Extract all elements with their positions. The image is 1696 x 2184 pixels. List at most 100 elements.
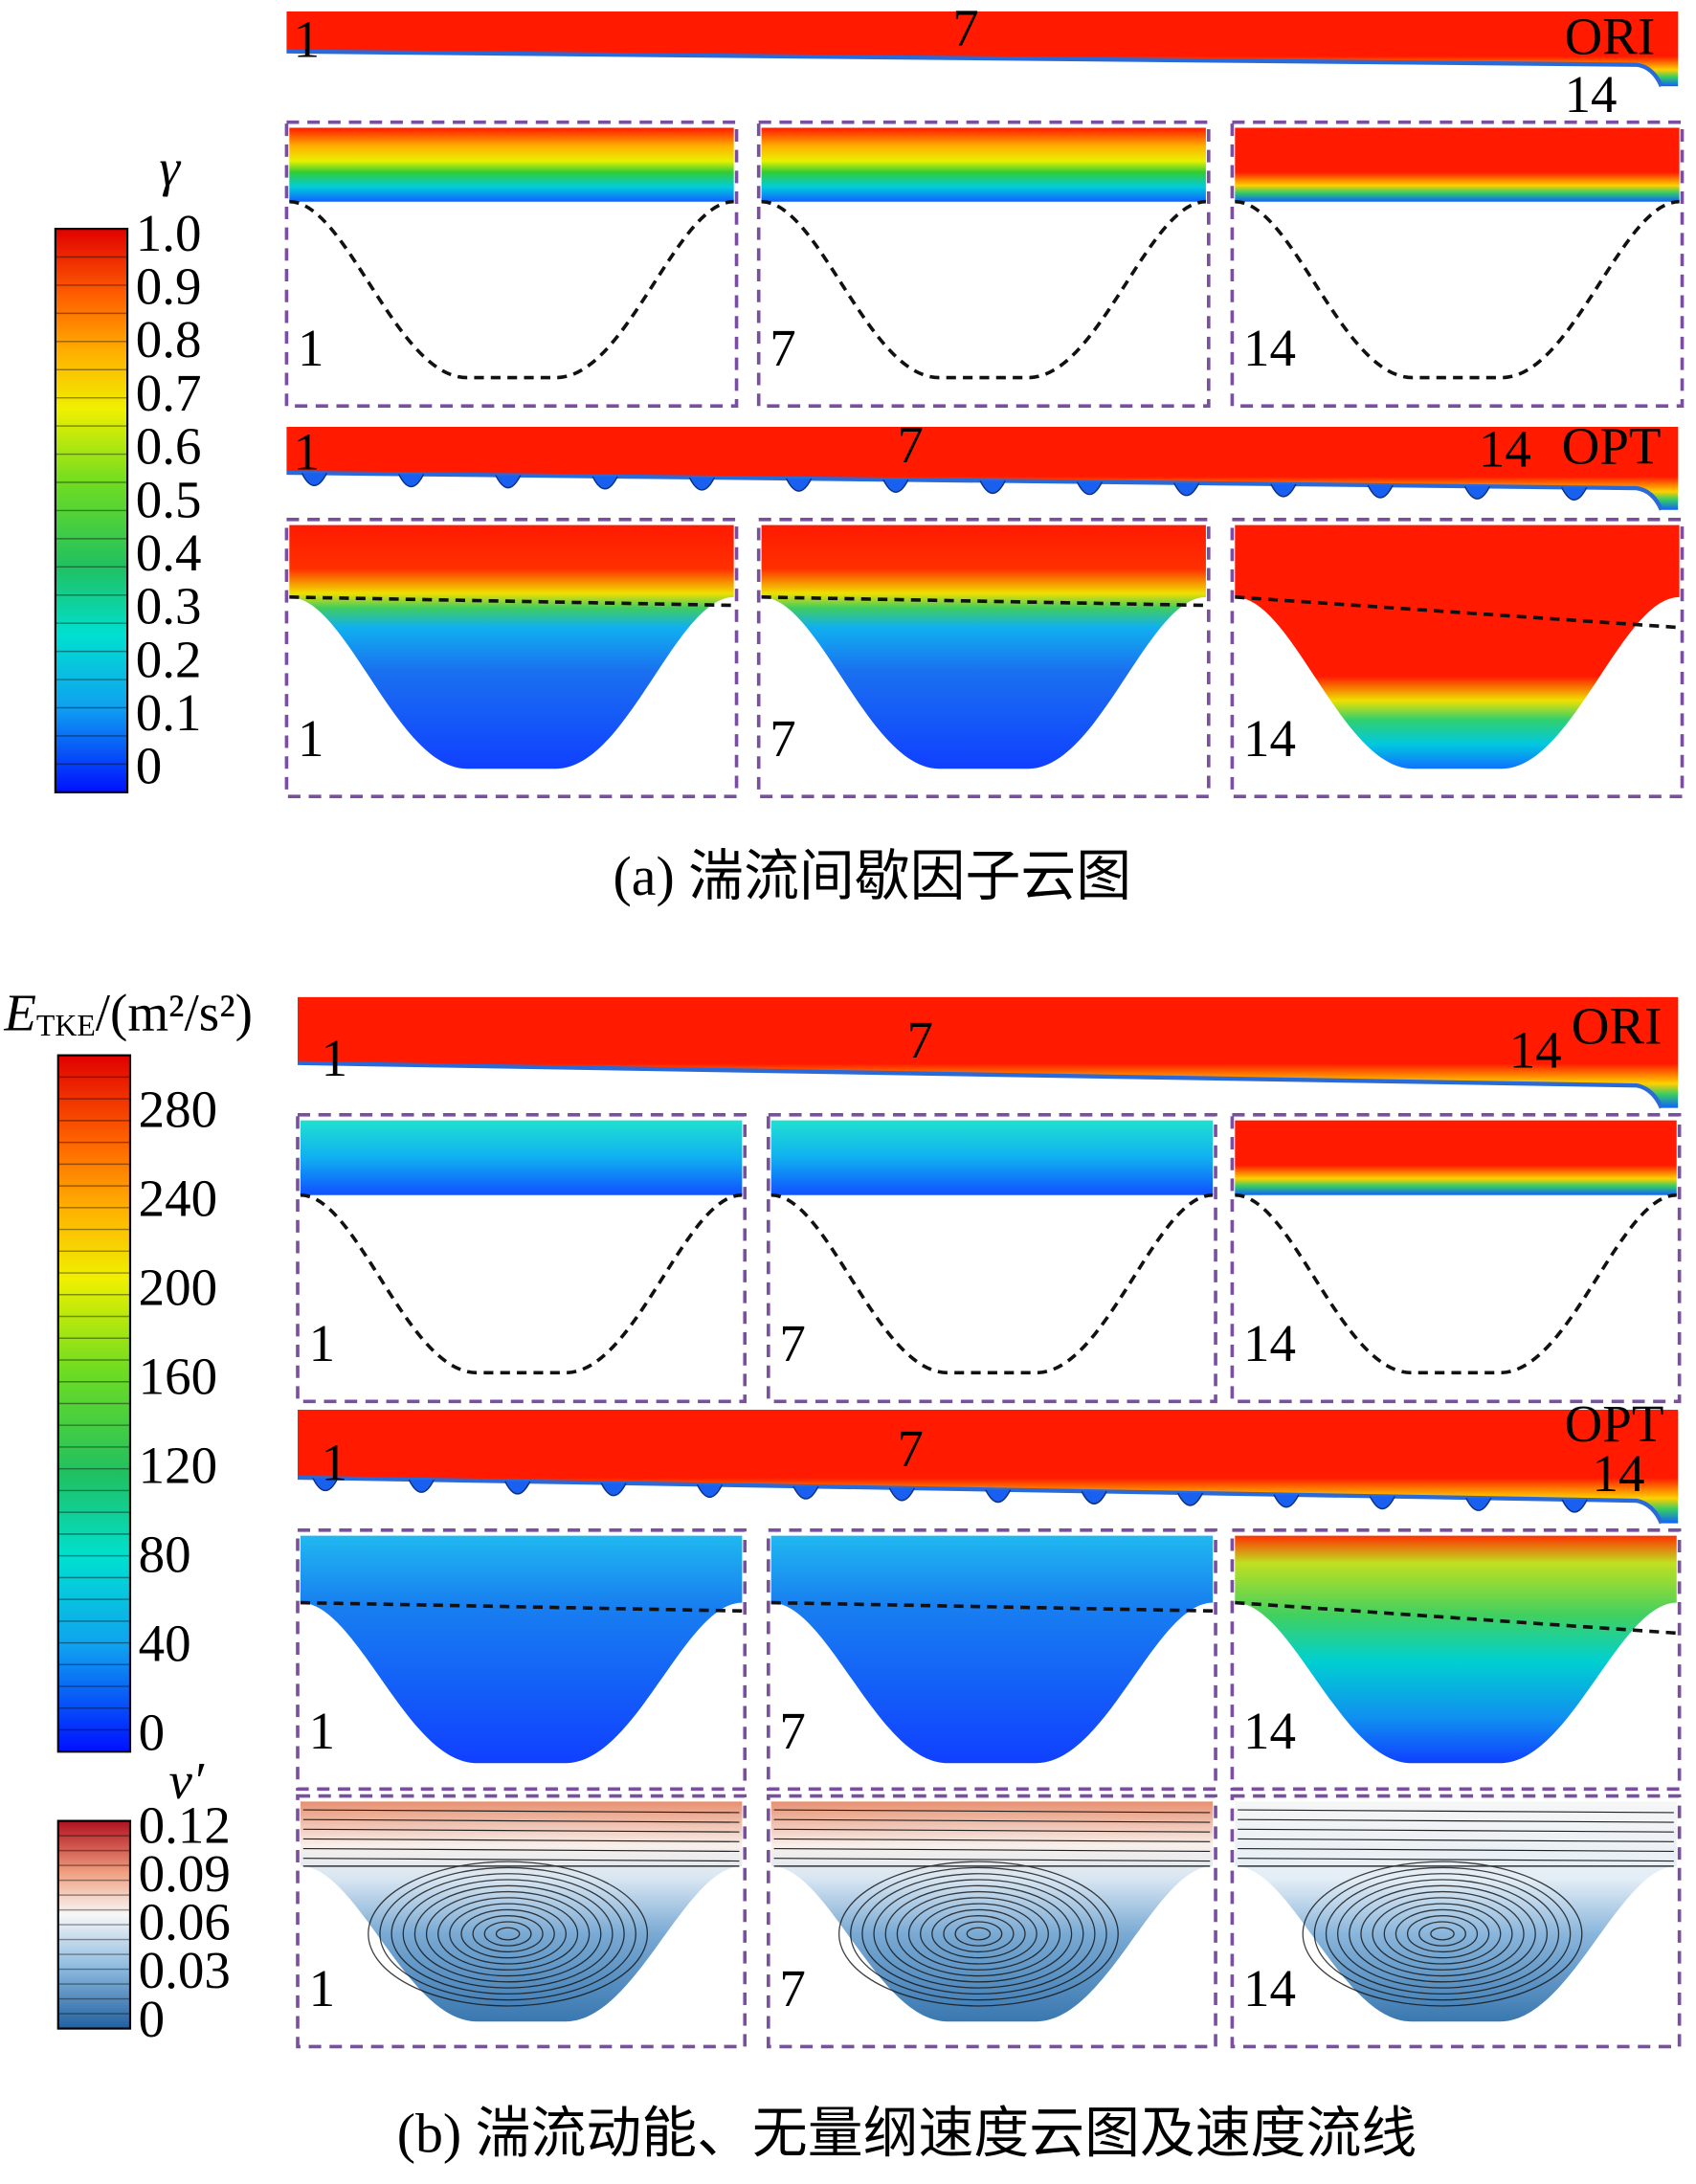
strip-label: 14	[1565, 65, 1618, 123]
contour-field	[300, 1120, 743, 1195]
colorbar-tick-label: 0.8	[136, 310, 202, 368]
station-label: 7	[779, 1702, 805, 1760]
colorbar-tick-label: 0.12	[139, 1795, 231, 1854]
streamline	[368, 1861, 649, 2007]
streamline	[850, 1866, 1107, 2001]
station-label: 14	[1243, 1314, 1296, 1372]
colorbar-tick-label: 280	[139, 1080, 217, 1138]
zoom-frame	[296, 1113, 748, 1404]
groove	[1463, 485, 1491, 500]
groove	[785, 478, 813, 492]
caption: (b) 湍流动能、无量纲速度云图及速度流线	[397, 2103, 1417, 2165]
groove	[397, 474, 425, 488]
dashed-profile	[761, 595, 1206, 608]
strip-label: 1	[322, 1029, 347, 1087]
groove	[1173, 482, 1200, 497]
streamline	[1372, 1897, 1513, 1971]
strip-label: 7	[952, 0, 978, 57]
colorbar	[54, 228, 129, 793]
dashed-profile	[300, 1600, 743, 1614]
streamline	[1430, 1927, 1455, 1941]
streamline	[1418, 1921, 1466, 1947]
groove	[1561, 1499, 1588, 1513]
colorbar-tick-label: 0.7	[136, 364, 202, 422]
strip-label: OPT	[1562, 417, 1662, 476]
streamline	[302, 1847, 740, 1853]
groove	[408, 1479, 435, 1493]
dashed-profile	[770, 1192, 1214, 1375]
streamline	[302, 1838, 740, 1842]
contour-field	[770, 1535, 1214, 1764]
strip-label: 1	[294, 10, 320, 68]
zoom-frame	[756, 120, 1211, 409]
unit: /(m²/s²)	[96, 983, 253, 1041]
streamline	[391, 1873, 625, 1995]
station-label: 14	[1243, 1702, 1296, 1760]
strip-label: 14	[1479, 419, 1531, 478]
station-label: 14	[1243, 319, 1296, 377]
colorbar	[56, 1054, 132, 1753]
groove	[792, 1485, 819, 1500]
streamline	[1238, 1858, 1674, 1862]
colorbar-tick-label: 0	[139, 1703, 165, 1761]
streamline	[896, 1890, 1061, 1977]
groove	[1369, 1496, 1395, 1510]
symbol-sub: TKE	[36, 1009, 96, 1042]
station-label: 1	[309, 1959, 335, 2017]
colorbar-tick-label: 0.9	[136, 257, 202, 316]
groove	[1076, 481, 1104, 496]
contour-strip	[298, 996, 1679, 1108]
contour-field	[1235, 1801, 1677, 2022]
streamline	[943, 1915, 1015, 1953]
contour-field	[770, 1801, 1214, 2022]
groove	[1367, 484, 1394, 499]
dashed-profile	[1235, 1192, 1677, 1375]
colorbar-tick-label: 80	[139, 1525, 191, 1583]
wall-line	[297, 1060, 1663, 1109]
streamline	[302, 1858, 740, 1862]
groove	[495, 475, 522, 489]
dashed-profile	[289, 199, 734, 380]
zoom-frame	[1230, 120, 1685, 409]
contour-strip	[286, 11, 1679, 87]
station-label: 7	[770, 319, 795, 377]
streamline	[495, 1927, 521, 1941]
groove	[696, 1484, 724, 1499]
strip-label: 1	[322, 1433, 347, 1491]
streamline	[773, 1847, 1211, 1853]
contour-field	[770, 1120, 1214, 1195]
streamline	[773, 1818, 1211, 1823]
groove	[301, 472, 328, 487]
streamline	[472, 1915, 544, 1953]
zoom-frame	[767, 1794, 1217, 2049]
streamline	[1325, 1873, 1560, 1995]
strip-label: 7	[897, 1419, 923, 1478]
groove	[591, 476, 618, 490]
streamline	[773, 1858, 1211, 1862]
strip-label: ORI	[1565, 7, 1656, 65]
station-label: 14	[1243, 709, 1296, 768]
colorbar-tick-label: 0.5	[136, 470, 202, 528]
strip-label: OPT	[1565, 1394, 1664, 1453]
groove	[1465, 1497, 1492, 1511]
zoom-frame	[767, 1113, 1217, 1404]
streamline	[1406, 1915, 1479, 1953]
zoom-frame	[284, 518, 739, 798]
contour-field	[1235, 524, 1680, 769]
strip-label: 7	[906, 1011, 932, 1069]
groove	[1273, 1494, 1300, 1508]
groove	[979, 480, 1006, 495]
zoom-frame	[284, 120, 739, 409]
streamline	[302, 1828, 740, 1833]
strip-label: 1	[294, 422, 320, 480]
colorbar-tick-label: 0.03	[139, 1941, 231, 1999]
wall-line	[297, 1475, 1663, 1525]
colorbar-tick-label: 0.3	[136, 577, 202, 635]
streamline	[1337, 1879, 1548, 1989]
streamline	[920, 1903, 1038, 1965]
groove	[504, 1481, 531, 1495]
contour-field	[300, 1535, 743, 1764]
streamline	[483, 1921, 532, 1947]
groove	[1081, 1490, 1107, 1504]
streamline	[413, 1884, 602, 1983]
